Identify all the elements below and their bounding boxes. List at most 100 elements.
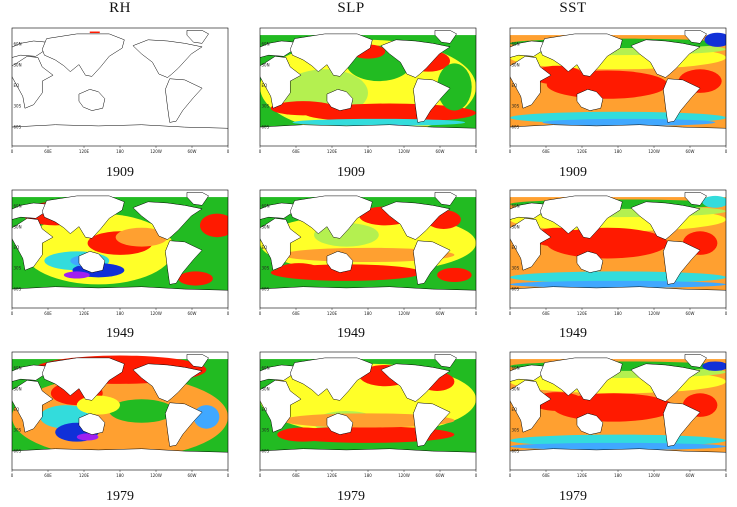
y-tick-label: 30S — [262, 428, 270, 433]
y-tick-label: 30S — [512, 104, 520, 109]
continent-africa — [260, 218, 302, 271]
map-svg: 0 60E 120E 180 120W 60W 0 60N 30N EQ 30S 60S — [259, 189, 478, 316]
y-tick-label: 60N — [512, 366, 520, 371]
continent-namerica — [630, 363, 701, 402]
continent-greenland — [186, 192, 209, 206]
continent-europe — [12, 202, 47, 220]
x-tick-label: 60W — [685, 311, 694, 316]
continent-europe — [260, 40, 295, 58]
y-tick-label: EQ — [14, 407, 20, 412]
y-tick-label: 60S — [262, 448, 270, 453]
continent-antarctica — [260, 448, 476, 470]
color-patch-orange — [115, 227, 168, 247]
y-tick-label: 60S — [512, 448, 520, 453]
color-patch-green — [437, 63, 472, 111]
y-tick-label: 30S — [14, 428, 22, 433]
x-tick-label: 180 — [364, 149, 372, 154]
x-tick-label: 120E — [577, 311, 588, 316]
continent-asia — [289, 357, 373, 401]
x-tick-label: 180 — [364, 311, 372, 316]
y-tick-label: 60S — [262, 124, 270, 129]
continent-africa — [260, 380, 302, 433]
y-tick-label: 60N — [262, 204, 270, 209]
y-tick-label: 30S — [14, 266, 22, 271]
x-tick-label: 60E — [44, 149, 52, 154]
map-panel-rh-1949: 0 60E 120E 180 120W 60W 0 60N 30N EQ 30S 60S — [8, 188, 232, 321]
column-title-rh: RH — [109, 0, 131, 16]
continent-europe — [12, 364, 47, 382]
continent-greenland — [684, 30, 707, 44]
continent-namerica — [630, 39, 701, 78]
x-tick-label: 180 — [116, 473, 124, 478]
x-tick-label: 0 — [509, 311, 512, 316]
y-tick-label: 60N — [14, 42, 22, 47]
x-tick-label: 120E — [79, 473, 90, 478]
map-svg: 0 60E 120E 180 120W 60W 0 60N 30N EQ 30S 60S — [509, 351, 728, 478]
continent-asia — [41, 357, 125, 401]
color-patch-green — [109, 399, 174, 423]
map-svg: 0 60E 120E 180 120W 60W 0 60N 30N EQ 30S 60S — [259, 27, 478, 154]
y-tick-label: 60S — [512, 286, 520, 291]
x-tick-label: 0 — [725, 149, 728, 154]
x-tick-label: 180 — [116, 149, 124, 154]
map-svg: 0 60E 120E 180 120W 60W 0 60N 30N EQ 30S 60S — [259, 351, 478, 478]
continent-antarctica — [12, 124, 228, 146]
x-tick-label: 60E — [292, 149, 300, 154]
continent-samerica — [165, 240, 203, 285]
color-patch-orange — [281, 413, 455, 428]
continent-africa — [510, 218, 552, 271]
year-label-sst-1979: 1979 — [559, 489, 587, 504]
continent-namerica — [630, 201, 701, 240]
x-tick-label: 0 — [11, 149, 14, 154]
continent-antarctica — [510, 286, 726, 308]
continent-greenland — [434, 354, 457, 368]
continent-greenland — [434, 192, 457, 206]
y-tick-label: 30S — [262, 266, 270, 271]
continent-australia — [576, 89, 604, 111]
x-tick-label: 60E — [542, 311, 550, 316]
y-tick-label: EQ — [512, 83, 518, 88]
map-svg: 0 60E 120E 180 120W 60W 0 60N 30N EQ 30S 60S — [509, 189, 728, 316]
year-label-slp-1909: 1909 — [337, 165, 365, 180]
continent-namerica — [380, 39, 451, 78]
continent-antarctica — [510, 124, 726, 146]
x-tick-label: 120E — [327, 311, 338, 316]
continent-namerica — [132, 201, 203, 240]
continent-samerica — [413, 402, 451, 447]
x-tick-label: 0 — [475, 149, 478, 154]
continent-europe — [260, 202, 295, 220]
color-patch-red — [178, 271, 213, 286]
map-panel-slp-1949: 0 60E 120E 180 120W 60W 0 60N 30N EQ 30S 60S — [256, 188, 480, 321]
continent-australia — [78, 413, 106, 435]
y-tick-label: 30N — [14, 386, 22, 391]
color-patch-lightblue — [510, 280, 726, 288]
continent-samerica — [165, 402, 203, 447]
x-tick-label: 60W — [685, 149, 694, 154]
continent-asia — [41, 33, 125, 77]
y-tick-label: 30N — [14, 62, 22, 67]
y-tick-label: 60N — [262, 366, 270, 371]
x-tick-label: 60E — [44, 311, 52, 316]
continent-samerica — [663, 402, 701, 447]
x-tick-label: 120E — [79, 149, 90, 154]
continent-greenland — [684, 354, 707, 368]
y-tick-label: 60N — [14, 204, 22, 209]
color-patch-red — [199, 213, 228, 238]
x-tick-label: 0 — [259, 473, 262, 478]
x-tick-label: 120E — [327, 473, 338, 478]
x-tick-label: 0 — [509, 473, 512, 478]
continent-greenland — [684, 192, 707, 206]
x-tick-label: 120E — [577, 149, 588, 154]
color-patch-red — [553, 393, 675, 422]
x-tick-label: 180 — [614, 149, 622, 154]
x-tick-label: 180 — [614, 473, 622, 478]
y-tick-label: 30S — [512, 266, 520, 271]
continent-samerica — [663, 240, 701, 285]
color-patch-red — [277, 427, 330, 442]
y-tick-label: 30S — [512, 428, 520, 433]
y-tick-label: 60S — [262, 286, 270, 291]
continent-australia — [576, 251, 604, 273]
color-patch-red — [89, 31, 100, 34]
continent-namerica — [132, 39, 203, 78]
map-panel-rh-1979: 0 60E 120E 180 120W 60W 0 60N 30N EQ 30S 60S — [8, 350, 232, 483]
